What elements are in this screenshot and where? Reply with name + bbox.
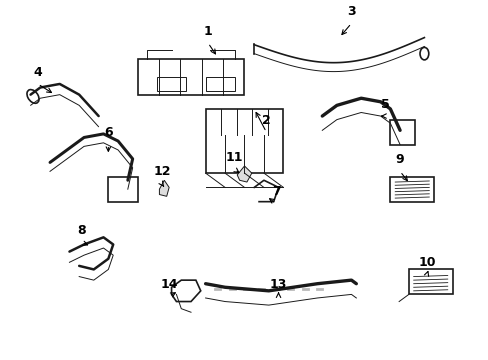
- Text: 8: 8: [77, 224, 86, 237]
- Text: 9: 9: [395, 153, 404, 166]
- Text: 13: 13: [269, 278, 286, 291]
- Text: 12: 12: [153, 166, 170, 179]
- Text: 6: 6: [104, 126, 112, 139]
- Polygon shape: [159, 180, 169, 196]
- Text: 5: 5: [380, 98, 389, 111]
- Text: 10: 10: [417, 256, 435, 269]
- Text: 3: 3: [346, 5, 355, 18]
- Text: 2: 2: [262, 114, 270, 127]
- Polygon shape: [237, 166, 251, 182]
- Text: 11: 11: [225, 151, 243, 164]
- Text: 1: 1: [203, 24, 212, 37]
- Text: 14: 14: [160, 278, 178, 291]
- Text: 4: 4: [33, 66, 42, 78]
- Text: 7: 7: [271, 185, 280, 198]
